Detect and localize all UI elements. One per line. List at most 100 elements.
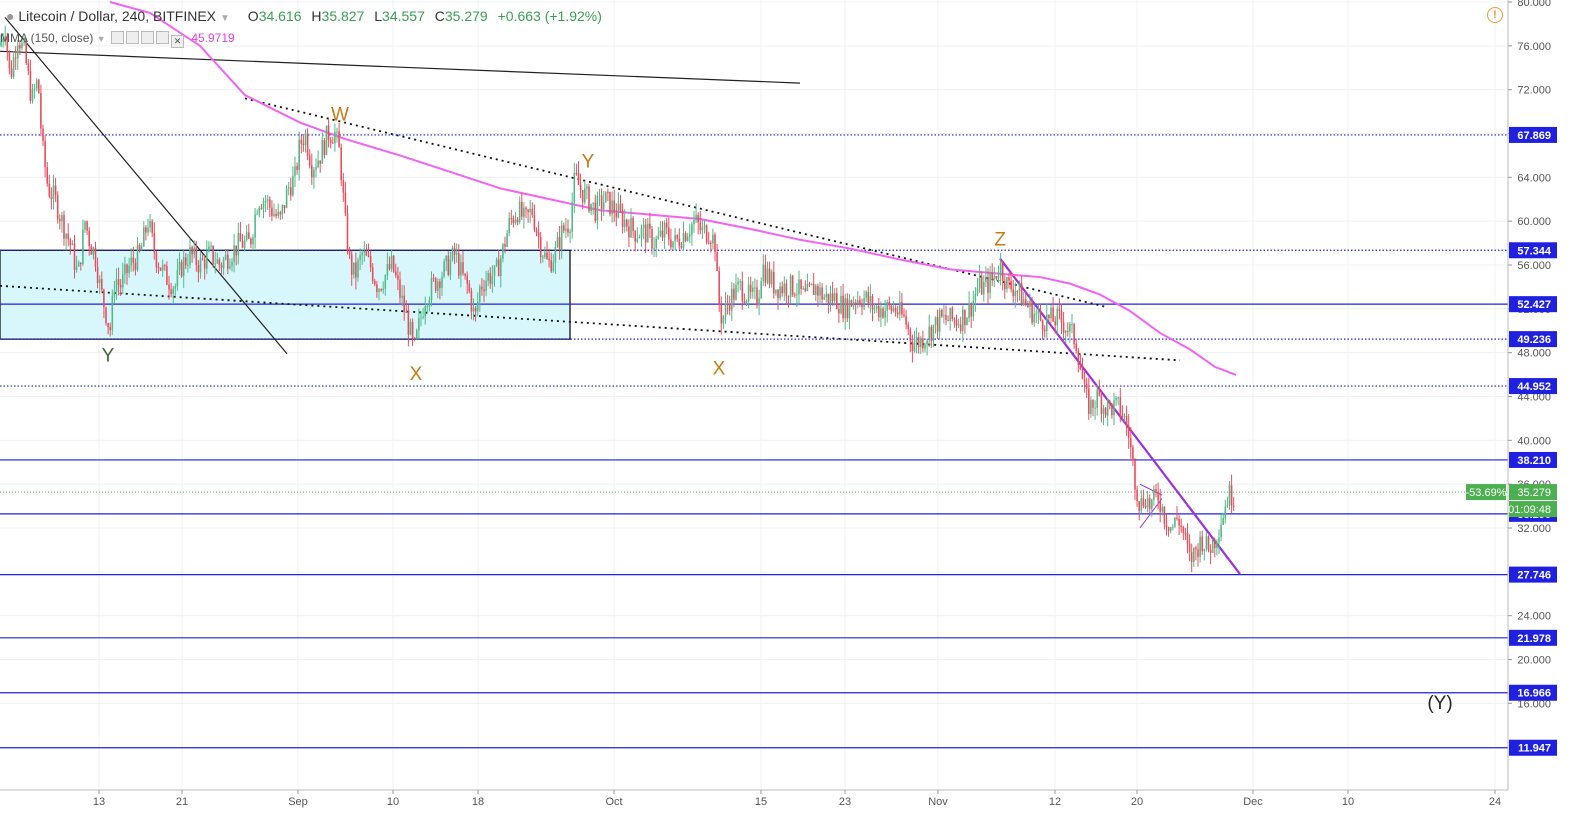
candle-body <box>989 272 991 293</box>
candle-body <box>189 247 191 266</box>
time-tick-label: 10 <box>1342 796 1354 808</box>
candle-body <box>1067 331 1069 333</box>
close-icon[interactable]: ✕ <box>170 35 184 48</box>
candle-body <box>1157 492 1159 501</box>
settings-icon[interactable] <box>125 31 139 44</box>
candle-body <box>69 239 72 246</box>
candle-body <box>1216 541 1218 549</box>
price-level-badge <box>1509 739 1557 756</box>
candle-body <box>1016 291 1019 293</box>
candle-body <box>147 227 149 233</box>
candle-body <box>1111 403 1113 416</box>
candle-body <box>1188 543 1191 552</box>
candle-body <box>1079 364 1082 370</box>
candle-body <box>993 276 996 279</box>
candle-body <box>374 280 376 285</box>
candle-body <box>1037 311 1040 314</box>
candle-body <box>464 273 466 276</box>
candle-body <box>470 291 473 312</box>
candle-body <box>1176 517 1178 519</box>
candle-body <box>29 70 32 101</box>
candle-body <box>214 263 216 265</box>
candle-body <box>609 191 611 215</box>
candle-body <box>659 230 662 236</box>
candle-body <box>1027 303 1029 308</box>
alert-icon[interactable]: ! <box>1487 7 1503 23</box>
candle-body <box>588 186 590 212</box>
candle-body <box>187 265 189 267</box>
time-axis[interactable]: 13 21 Sep 10 18 Oct 15 23 Nov 12 20 Dec 10 24 <box>0 789 1508 823</box>
candle-body <box>915 336 918 343</box>
candle-body <box>638 237 641 239</box>
candle-body <box>768 268 771 285</box>
eye-icon[interactable] <box>110 31 124 44</box>
candle-body <box>117 279 120 285</box>
candle-body <box>197 264 200 273</box>
candle-body <box>743 301 746 303</box>
source-icon[interactable] <box>140 31 154 44</box>
candle-body <box>1184 532 1187 534</box>
candle-body <box>838 309 840 314</box>
price-level-badge-label: 67.869 <box>1517 130 1551 142</box>
close-label: C <box>434 8 445 24</box>
candle-body <box>357 260 359 278</box>
candle-body <box>315 167 317 170</box>
candle-body <box>579 184 582 191</box>
candle-body <box>724 303 727 317</box>
candle-body <box>92 247 95 255</box>
candle-body <box>882 308 884 318</box>
candle-body <box>376 284 378 292</box>
candle-body <box>445 256 447 262</box>
candle-body <box>703 225 706 228</box>
candle-body <box>957 324 960 326</box>
candle-body <box>556 237 559 248</box>
candle-body <box>1190 551 1193 563</box>
chevron-down-icon[interactable]: ▼ <box>220 13 230 24</box>
change-value: +0.663 (+1.92%) <box>497 8 602 24</box>
candle-body <box>1008 277 1010 281</box>
candle-body <box>168 284 170 290</box>
candle-body <box>285 188 288 208</box>
price-tick-label: 24.000 <box>1517 611 1551 623</box>
candle-body <box>533 215 536 230</box>
candle-body <box>854 302 857 304</box>
chevron-down-icon[interactable]: ▼ <box>96 34 106 44</box>
candle-body <box>747 284 750 301</box>
candle-body <box>1186 533 1189 544</box>
time-tick-label: 20 <box>1131 796 1143 808</box>
price-axis[interactable]: 80.00076.00072.00068.00064.00060.00056.0… <box>1466 0 1580 823</box>
symbol-title[interactable]: Litecoin / Dollar, 240, BITFINEX <box>18 8 216 24</box>
candle-body <box>647 223 649 243</box>
candle-body <box>1228 485 1231 506</box>
candle-body <box>1211 539 1214 553</box>
last-price-badge <box>1509 484 1557 501</box>
indicator-legend[interactable]: MMA (150, close) ▼ ✕ 45.9719 <box>0 31 235 48</box>
candle-body <box>1025 299 1027 304</box>
candle-body <box>1004 280 1006 290</box>
candle-body <box>972 300 975 317</box>
candle-body <box>752 287 754 292</box>
candle-body <box>760 280 762 299</box>
candle-body <box>739 281 741 283</box>
candle-body <box>756 287 758 306</box>
more-icon[interactable] <box>155 31 169 44</box>
candle-body <box>250 238 252 245</box>
candle-body <box>298 139 300 171</box>
high-value: 35.827 <box>321 8 365 24</box>
candle-body <box>424 306 426 317</box>
candle-body <box>33 88 36 90</box>
candle-body <box>290 187 292 196</box>
candle-body <box>256 213 258 215</box>
open-value: 34.616 <box>258 8 302 24</box>
candle-body <box>401 295 403 298</box>
candle-body <box>491 276 494 284</box>
candle-body <box>59 219 61 222</box>
candle-body <box>220 265 223 268</box>
wave-label: Y <box>582 151 595 172</box>
candle-body <box>615 212 618 218</box>
candle-body <box>621 210 624 228</box>
candle-body <box>783 283 786 294</box>
candle-body <box>636 238 639 242</box>
candle-body <box>1029 300 1031 308</box>
